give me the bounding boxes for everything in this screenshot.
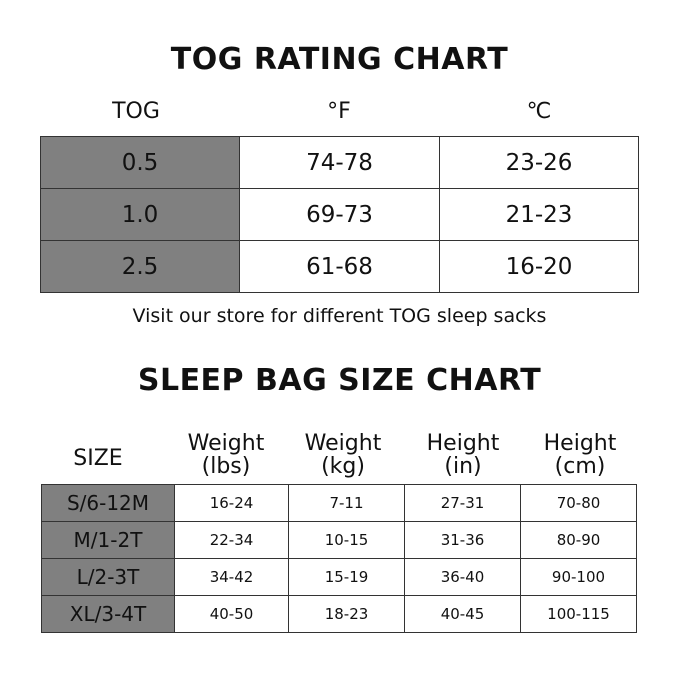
- table-cell: 90-100: [520, 558, 637, 596]
- row-key-cell: 2.5: [40, 240, 240, 293]
- table-cell: 31-36: [404, 521, 521, 559]
- table-cell: 34-42: [174, 558, 289, 596]
- size-header: SIZE: [73, 446, 123, 471]
- header-line: Height: [543, 431, 617, 456]
- table-cell: 16-20: [439, 240, 639, 293]
- table-row: 2.5 61-68 16-20: [40, 240, 639, 293]
- table-cell: 21-23: [439, 188, 639, 241]
- height-in-header: Height (in): [413, 432, 513, 478]
- header-unit: (in): [444, 454, 482, 479]
- table-cell: 23-26: [439, 136, 639, 189]
- tog-chart-title: TOG RATING CHART: [170, 42, 509, 77]
- store-note: Visit our store for different TOG sleep …: [132, 305, 547, 327]
- table-cell: 7-11: [288, 484, 405, 522]
- table-row: M/1-2T 22-34 10-15 31-36 80-90: [41, 521, 637, 559]
- table-row: 1.0 69-73 21-23: [40, 188, 639, 241]
- table-cell: 15-19: [288, 558, 405, 596]
- header-line: Weight: [187, 431, 265, 456]
- header-line: Height: [426, 431, 500, 456]
- tog-table: 0.5 74-78 23-26 1.0 69-73 21-23 2.5 61-68 16-20: [40, 136, 639, 293]
- row-key-cell: S/6-12M: [41, 484, 175, 522]
- table-cell: 70-80: [520, 484, 637, 522]
- row-key-cell: 0.5: [40, 136, 240, 189]
- row-key-cell: L/2-3T: [41, 558, 175, 596]
- fahrenheit-header: °F: [327, 99, 351, 124]
- weight-lbs-header: Weight (lbs): [176, 432, 276, 478]
- row-key-cell: XL/3-4T: [41, 595, 175, 633]
- table-cell: 74-78: [239, 136, 440, 189]
- tog-header: TOG: [112, 99, 160, 124]
- header-unit: (cm): [554, 454, 606, 479]
- table-cell: 18-23: [288, 595, 405, 633]
- table-row: XL/3-4T 40-50 18-23 40-45 100-115: [41, 595, 637, 633]
- size-chart-title: SLEEP BAG SIZE CHART: [137, 363, 542, 398]
- table-cell: 61-68: [239, 240, 440, 293]
- table-row: S/6-12M 16-24 7-11 27-31 70-80: [41, 484, 637, 522]
- table-row: 0.5 74-78 23-26: [40, 136, 639, 189]
- header-line: Weight: [304, 431, 382, 456]
- table-cell: 10-15: [288, 521, 405, 559]
- row-key-cell: 1.0: [40, 188, 240, 241]
- table-cell: 22-34: [174, 521, 289, 559]
- weight-kg-header: Weight (kg): [293, 432, 393, 478]
- table-cell: 36-40: [404, 558, 521, 596]
- size-table: S/6-12M 16-24 7-11 27-31 70-80 M/1-2T 22-34 10-…: [41, 484, 637, 633]
- table-cell: 40-45: [404, 595, 521, 633]
- header-unit: (lbs): [201, 454, 251, 479]
- table-cell: 80-90: [520, 521, 637, 559]
- table-row: L/2-3T 34-42 15-19 36-40 90-100: [41, 558, 637, 596]
- table-cell: 27-31: [404, 484, 521, 522]
- height-cm-header: Height (cm): [530, 432, 630, 478]
- celsius-header: ℃: [526, 99, 552, 124]
- table-cell: 69-73: [239, 188, 440, 241]
- table-cell: 16-24: [174, 484, 289, 522]
- table-cell: 40-50: [174, 595, 289, 633]
- row-key-cell: M/1-2T: [41, 521, 175, 559]
- table-cell: 100-115: [520, 595, 637, 633]
- header-unit: (kg): [321, 454, 365, 479]
